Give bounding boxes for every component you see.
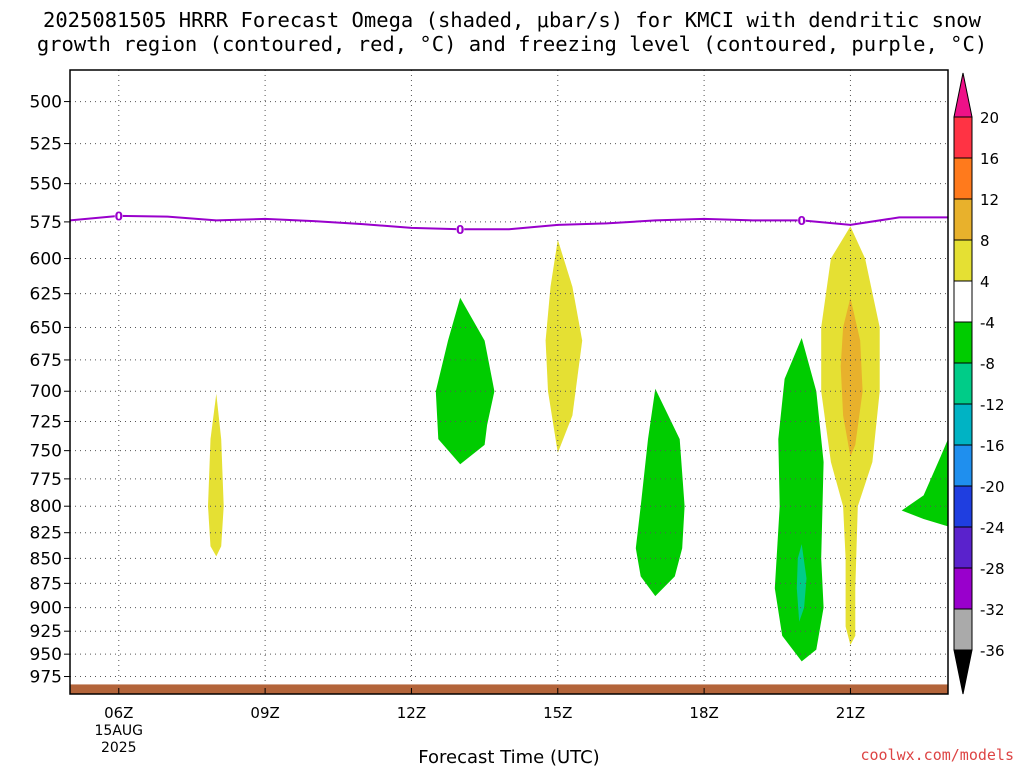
y-tick-label-925: 925 xyxy=(30,622,62,642)
omega-region-7 xyxy=(840,297,863,457)
y-tick-label-550: 550 xyxy=(30,175,62,195)
omega-region-4 xyxy=(774,338,824,662)
x-tick-label-15Z: 15Z xyxy=(543,704,572,722)
y-tick-label-500: 500 xyxy=(30,93,62,113)
colorbar-bottom-arrow xyxy=(953,649,973,695)
credit-text: coolwx.com/models xyxy=(860,746,1014,764)
y-tick-label-975: 975 xyxy=(30,668,62,688)
colorbar-segment-2 xyxy=(953,198,973,241)
freezing-label-0: 0 xyxy=(115,209,123,223)
colorbar-segment-7 xyxy=(953,403,973,446)
freezing-label-2: 0 xyxy=(797,214,805,228)
colorbar-label-20: 20 xyxy=(980,109,999,127)
colorbar-segment-6 xyxy=(953,362,973,405)
colorbar-segment-9 xyxy=(953,485,973,528)
colorbar-label-4: 4 xyxy=(980,273,990,291)
colorbar-segment-8 xyxy=(953,444,973,487)
colorbar-label--36: -36 xyxy=(980,642,1005,660)
omega-region-2 xyxy=(545,239,583,453)
y-tick-label-950: 950 xyxy=(30,645,62,665)
plot-area: 0 0 0 xyxy=(70,70,948,694)
colorbar-label--12: -12 xyxy=(980,396,1005,414)
y-tick-label-875: 875 xyxy=(30,574,62,594)
freezing-label-bg-2 xyxy=(797,214,806,227)
colorbar-label--4: -4 xyxy=(980,314,995,332)
colorbar-label--8: -8 xyxy=(980,355,995,373)
colorbar-segment-5 xyxy=(953,321,973,364)
x-tick-sublabel-1: 2025 xyxy=(101,740,137,756)
y-tick-label-775: 775 xyxy=(30,470,62,490)
colorbar-label--20: -20 xyxy=(980,478,1005,496)
y-tick-label-825: 825 xyxy=(30,524,62,544)
colorbar-segment-0 xyxy=(953,116,973,159)
omega-region-3 xyxy=(635,388,685,597)
y-tick-label-675: 675 xyxy=(30,351,62,371)
colorbar-label--16: -16 xyxy=(980,437,1005,455)
colorbar-label--24: -24 xyxy=(980,519,1005,537)
colorbar-segment-10 xyxy=(953,526,973,569)
x-tick-label-12Z: 12Z xyxy=(397,704,426,722)
y-tick-label-850: 850 xyxy=(30,549,62,569)
y-tick-label-725: 725 xyxy=(30,412,62,432)
y-tick-label-750: 750 xyxy=(30,442,62,462)
y-tick-label-650: 650 xyxy=(30,318,62,338)
y-tick-label-575: 575 xyxy=(30,213,62,233)
freezing-label-bg-0 xyxy=(114,209,123,222)
colorbar-segment-1 xyxy=(953,157,973,200)
colorbar-segment-3 xyxy=(953,239,973,282)
colorbar-top-arrow xyxy=(953,72,973,118)
omega-region-1 xyxy=(435,297,495,465)
omega-region-0 xyxy=(208,393,224,557)
y-tick-label-700: 700 xyxy=(30,382,62,402)
title-line-2: growth region (contoured, red, °C) and f… xyxy=(36,32,988,56)
x-axis-label: Forecast Time (UTC) xyxy=(418,747,599,768)
chart-title: 2025081505 HRRR Forecast Omega (shaded, … xyxy=(0,8,1024,56)
plot-frame xyxy=(69,69,949,695)
freezing-level-line xyxy=(70,214,948,231)
freezing-label-bg-1 xyxy=(456,223,465,236)
y-tick-label-525: 525 xyxy=(30,135,62,155)
colorbar-label--32: -32 xyxy=(980,601,1005,619)
omega-region-8 xyxy=(901,439,948,527)
colorbar-label-8: 8 xyxy=(980,232,990,250)
x-tick-sublabel-0: 15AUG xyxy=(95,723,144,739)
y-tick-label-625: 625 xyxy=(30,285,62,305)
y-tick-label-900: 900 xyxy=(30,599,62,619)
colorbar-segment-12 xyxy=(953,608,973,651)
x-tick-label-06Z: 06Z xyxy=(104,704,133,722)
y-tick-label-600: 600 xyxy=(30,250,62,270)
y-tick-label-800: 800 xyxy=(30,497,62,517)
x-tick-label-09Z: 09Z xyxy=(250,704,279,722)
x-tick-label-21Z: 21Z xyxy=(836,704,865,722)
colorbar-segment-11 xyxy=(953,567,973,610)
omega-region-5 xyxy=(796,544,807,622)
colorbar-label-16: 16 xyxy=(980,150,999,168)
terrain-band xyxy=(70,684,948,694)
freezing-label-1: 0 xyxy=(456,223,464,237)
colorbar-label--28: -28 xyxy=(980,560,1005,578)
colorbar-segment-4 xyxy=(953,280,973,323)
title-line-1: 2025081505 HRRR Forecast Omega (shaded, … xyxy=(43,8,981,32)
colorbar-label-12: 12 xyxy=(980,191,999,209)
x-tick-label-18Z: 18Z xyxy=(689,704,718,722)
